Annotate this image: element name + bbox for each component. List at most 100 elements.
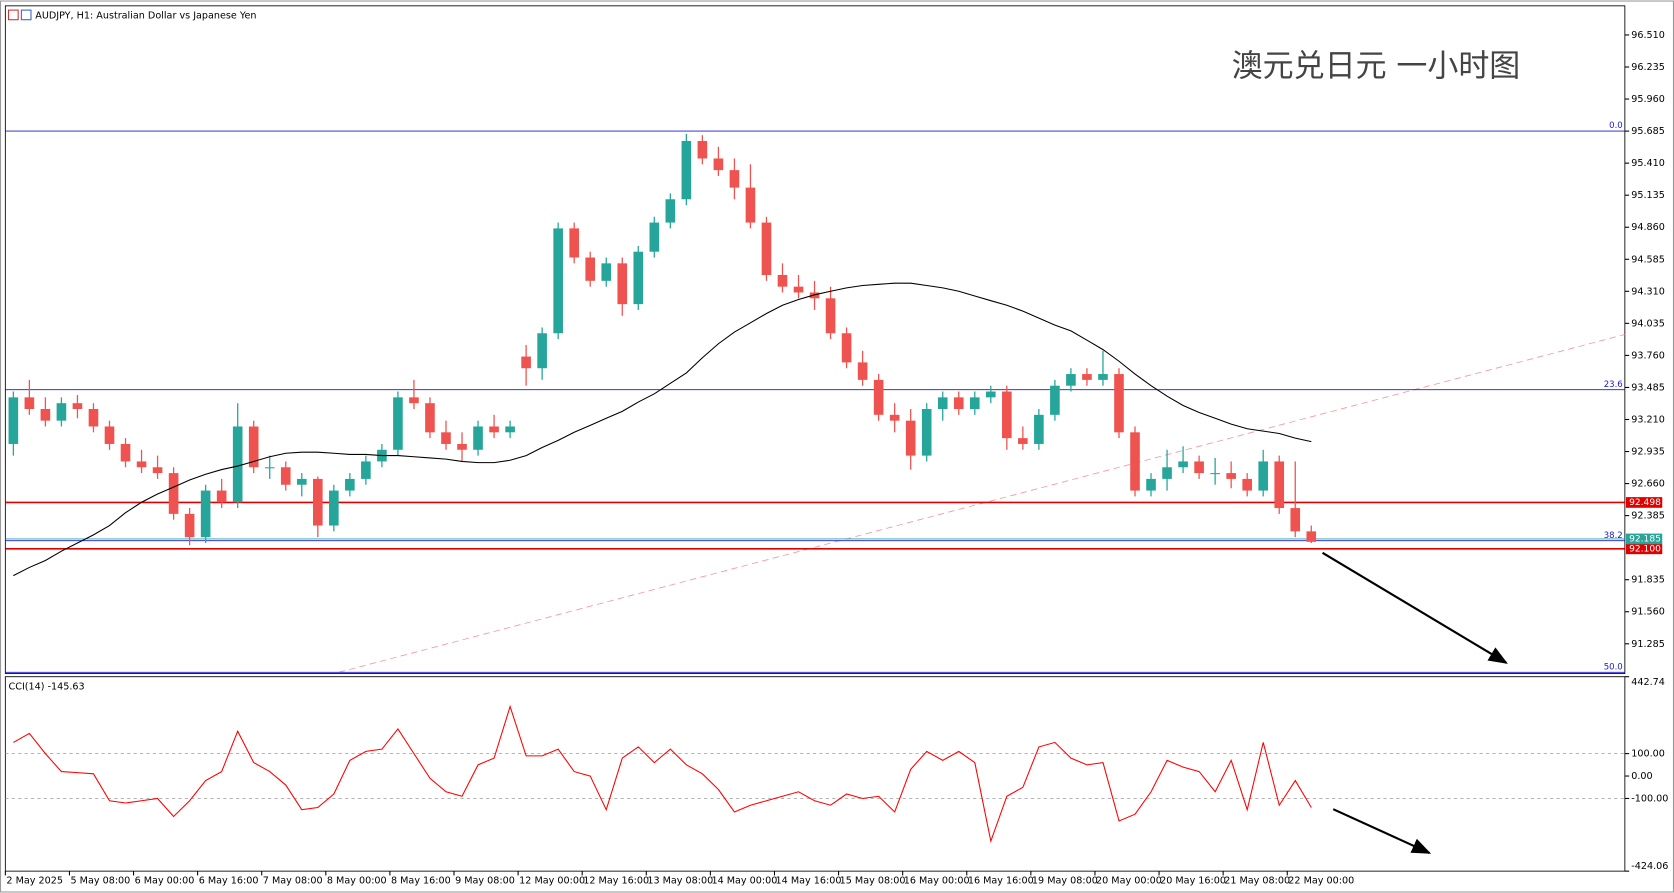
icon	[20, 9, 32, 21]
x-tick-label: 21 May 08:00	[1224, 876, 1290, 887]
candle-body	[1050, 385, 1060, 415]
candle-body	[505, 426, 515, 433]
cci-tick-label: 442.74	[1631, 677, 1665, 688]
candle-body	[489, 426, 499, 433]
candle-body	[809, 292, 820, 299]
candle-body	[425, 403, 435, 433]
fib-label: 0.0	[1609, 121, 1623, 131]
x-tick-label: 8 May 16:00	[391, 876, 451, 887]
candle-body	[921, 409, 932, 456]
candle-body	[681, 140, 692, 200]
candle-body	[329, 490, 339, 526]
candle-body	[697, 140, 708, 159]
y-tick-label: 92.660	[1631, 479, 1665, 490]
icon	[8, 9, 19, 21]
candle-body	[280, 467, 291, 485]
candle-body	[296, 478, 307, 485]
candle-body	[200, 490, 211, 538]
x-tick-label: 20 May 16:00	[1160, 876, 1226, 887]
candle-body	[1210, 473, 1220, 475]
candle-body	[1162, 467, 1172, 479]
candle-body	[216, 490, 227, 503]
candle-body	[232, 426, 243, 503]
fib-label: 23.6	[1604, 380, 1623, 390]
y-tick-label: 92.385	[1631, 511, 1665, 522]
candle-body	[88, 409, 99, 427]
y-tick-label: 91.835	[1631, 575, 1665, 586]
candle-body	[745, 187, 756, 223]
candle-body	[1130, 432, 1140, 491]
candle-body	[248, 426, 259, 468]
trendline	[338, 334, 1625, 673]
candle-body	[857, 362, 868, 380]
candle-body	[120, 443, 131, 462]
x-tick-label: 14 May 00:00	[711, 876, 777, 887]
moving-average	[13, 282, 1312, 577]
candle-body	[24, 397, 35, 410]
plot-layer: 96.510 96.235 95.960 95.685 95.410 95.135 94.8…	[4, 30, 1668, 887]
candle-body	[1178, 461, 1188, 468]
x-tick-label: 14 May 16:00	[776, 876, 842, 887]
x-tick-label: 15 May 08:00	[840, 876, 906, 887]
candle-body	[457, 443, 467, 450]
candle-body	[729, 170, 740, 188]
candle-body	[841, 333, 852, 363]
candle-body	[8, 397, 19, 444]
price-box	[1625, 533, 1663, 545]
price-label: 92.498	[1629, 498, 1661, 508]
y-tick-label: 95.685	[1631, 126, 1665, 137]
candle-body	[1274, 461, 1285, 509]
y-tick-label: 94.035	[1631, 318, 1665, 329]
candle-body	[312, 478, 323, 526]
candle-body	[633, 251, 644, 305]
candle-body	[1258, 461, 1269, 491]
price-label: 92.100	[1629, 544, 1661, 554]
candle-body	[985, 391, 996, 398]
fib-label: 38.2	[1604, 531, 1623, 541]
candle-body	[152, 467, 163, 474]
y-tick-label: 93.485	[1631, 382, 1665, 393]
candle-body	[937, 397, 948, 410]
cci-tick-label: -424.06	[1631, 861, 1668, 872]
candle-body	[793, 286, 804, 293]
candle-body	[409, 397, 419, 404]
price-box	[1625, 497, 1663, 508]
candle-body	[969, 397, 980, 410]
candle-body	[1146, 478, 1156, 491]
x-tick-label: 9 May 08:00	[455, 876, 515, 887]
y-tick-label: 94.585	[1631, 254, 1665, 265]
chart-title: AUDJPY, H1: Australian Dollar vs Japanes…	[35, 10, 256, 21]
y-tick-label: 96.235	[1631, 62, 1665, 73]
candle-body	[601, 263, 612, 281]
x-tick-label: 20 May 00:00	[1096, 876, 1162, 887]
candle-body	[1194, 461, 1204, 474]
y-tick-label: 94.860	[1631, 222, 1665, 233]
x-tick-label: 2 May 2025	[6, 876, 63, 887]
y-tick-label: 93.210	[1631, 414, 1665, 425]
candle-body	[56, 403, 67, 421]
candle-body	[345, 478, 355, 491]
candle-body	[649, 222, 660, 252]
arrow	[1332, 808, 1432, 854]
candle-body	[1290, 508, 1301, 532]
x-tick-label: 6 May 00:00	[135, 876, 195, 887]
candle-body	[168, 473, 179, 514]
candle-body	[441, 432, 451, 444]
x-tick-label: 22 May 00:00	[1288, 876, 1354, 887]
y-tick-label: 93.760	[1631, 350, 1665, 361]
y-tick-label: 95.410	[1631, 158, 1665, 169]
candle-body	[713, 158, 724, 171]
candle-body	[1066, 374, 1076, 386]
candle-body	[1082, 374, 1092, 380]
candle-body	[889, 414, 900, 421]
candle-body	[761, 222, 772, 276]
x-tick-label: 8 May 00:00	[327, 876, 387, 887]
candle-body	[553, 228, 563, 334]
cci-tick-label: -100.00	[1631, 793, 1668, 804]
x-tick-label: 12 May 16:00	[583, 876, 649, 887]
candle-body	[1226, 473, 1236, 479]
candle-body	[1098, 374, 1108, 380]
candle-body	[1114, 374, 1124, 433]
candle-body	[521, 356, 531, 369]
cci-line	[13, 704, 1312, 844]
